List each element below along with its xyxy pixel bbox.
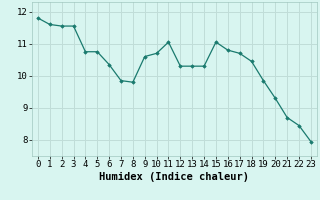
X-axis label: Humidex (Indice chaleur): Humidex (Indice chaleur) bbox=[100, 172, 249, 182]
